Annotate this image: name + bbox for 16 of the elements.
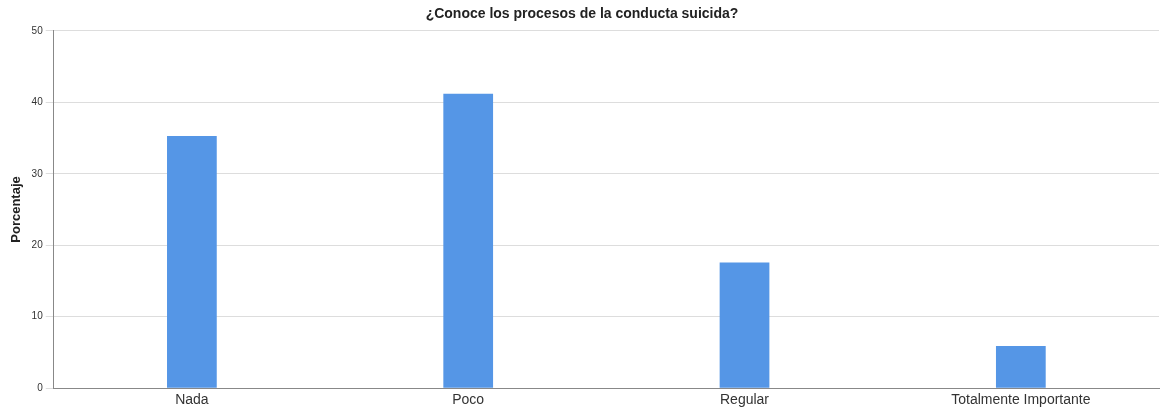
bar [443, 93, 494, 388]
y-tick-label: 30 [31, 167, 44, 179]
y-tick-label: 40 [31, 96, 44, 108]
y-tick-label: 50 [31, 24, 44, 36]
chart-title: ¿Conoce los procesos de la conducta suicida? [425, 5, 739, 22]
y-axis-title: Porcentaje [8, 176, 24, 243]
bar [995, 346, 1046, 388]
x-tick-label: Totalmente Importante [951, 391, 1091, 408]
y-tick-label: 20 [31, 238, 44, 250]
x-tick-label: Poco [452, 391, 485, 408]
bar [167, 135, 217, 388]
x-tick-label: Nada [175, 391, 209, 408]
bar [719, 262, 770, 388]
y-tick-label: 10 [31, 310, 44, 322]
x-tick-label: Regular [720, 391, 770, 408]
y-tick-label: 0 [37, 381, 44, 393]
